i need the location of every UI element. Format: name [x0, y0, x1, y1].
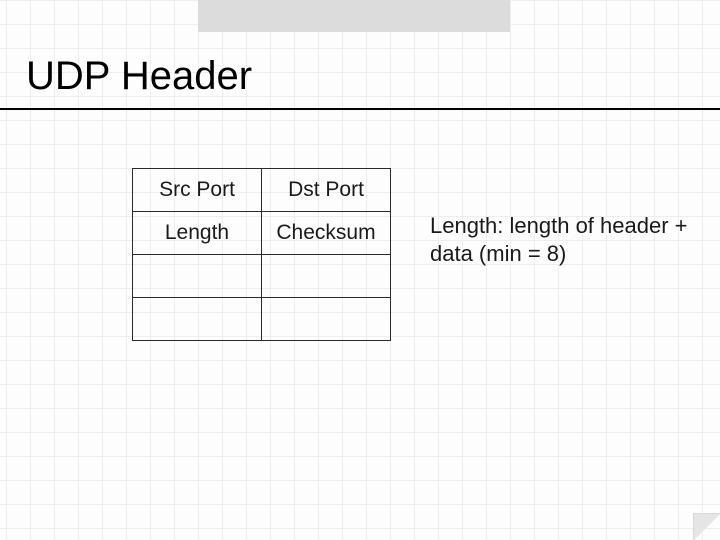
- udp-header-cell: [133, 255, 262, 298]
- title-underline: [0, 108, 720, 110]
- udp-header-cell: Src Port: [133, 169, 262, 212]
- slide: UDP Header Src PortDst PortLengthChecksu…: [0, 0, 720, 540]
- placeholder-bar: [198, 0, 510, 32]
- length-annotation: Length: length of header + data (min = 8…: [430, 212, 702, 267]
- udp-header-cell: [262, 298, 391, 341]
- udp-header-cell: Length: [133, 212, 262, 255]
- slide-title: UDP Header: [26, 54, 252, 99]
- udp-header-cell: Checksum: [262, 212, 391, 255]
- corner-fold-icon: [693, 513, 720, 540]
- udp-header-cell: Dst Port: [262, 169, 391, 212]
- udp-header-cell: [262, 255, 391, 298]
- udp-header-table: Src PortDst PortLengthChecksum: [132, 168, 391, 341]
- udp-header-cell: [133, 298, 262, 341]
